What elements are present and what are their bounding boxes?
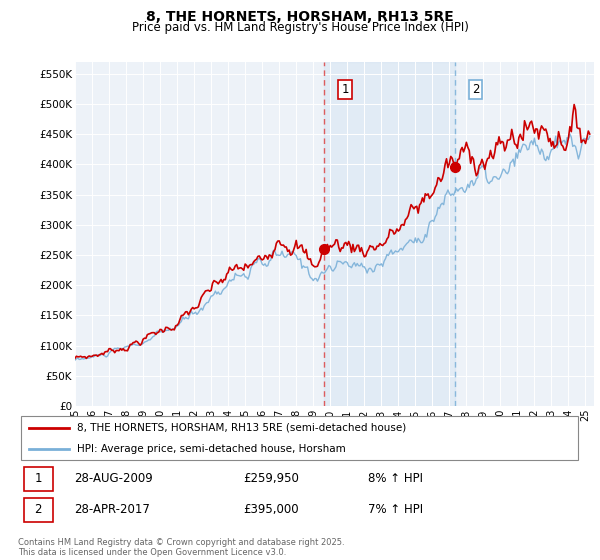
- FancyBboxPatch shape: [23, 498, 53, 522]
- Text: 8, THE HORNETS, HORSHAM, RH13 5RE: 8, THE HORNETS, HORSHAM, RH13 5RE: [146, 10, 454, 24]
- Text: 1: 1: [35, 473, 42, 486]
- Bar: [324, 62, 455, 406]
- Text: Contains HM Land Registry data © Crown copyright and database right 2025.
This d: Contains HM Land Registry data © Crown c…: [18, 538, 344, 557]
- Text: 7% ↑ HPI: 7% ↑ HPI: [368, 503, 423, 516]
- Text: 2: 2: [35, 503, 42, 516]
- Text: 8, THE HORNETS, HORSHAM, RH13 5RE (semi-detached house): 8, THE HORNETS, HORSHAM, RH13 5RE (semi-…: [77, 423, 406, 433]
- Text: HPI: Average price, semi-detached house, Horsham: HPI: Average price, semi-detached house,…: [77, 444, 346, 454]
- Text: 2: 2: [472, 83, 479, 96]
- Text: 28-AUG-2009: 28-AUG-2009: [74, 473, 153, 486]
- FancyBboxPatch shape: [23, 466, 53, 491]
- Text: £259,950: £259,950: [244, 473, 299, 486]
- FancyBboxPatch shape: [21, 416, 578, 460]
- Text: Price paid vs. HM Land Registry's House Price Index (HPI): Price paid vs. HM Land Registry's House …: [131, 21, 469, 34]
- Text: 28-APR-2017: 28-APR-2017: [74, 503, 150, 516]
- Text: 8% ↑ HPI: 8% ↑ HPI: [368, 473, 422, 486]
- Text: 1: 1: [341, 83, 349, 96]
- Text: £395,000: £395,000: [244, 503, 299, 516]
